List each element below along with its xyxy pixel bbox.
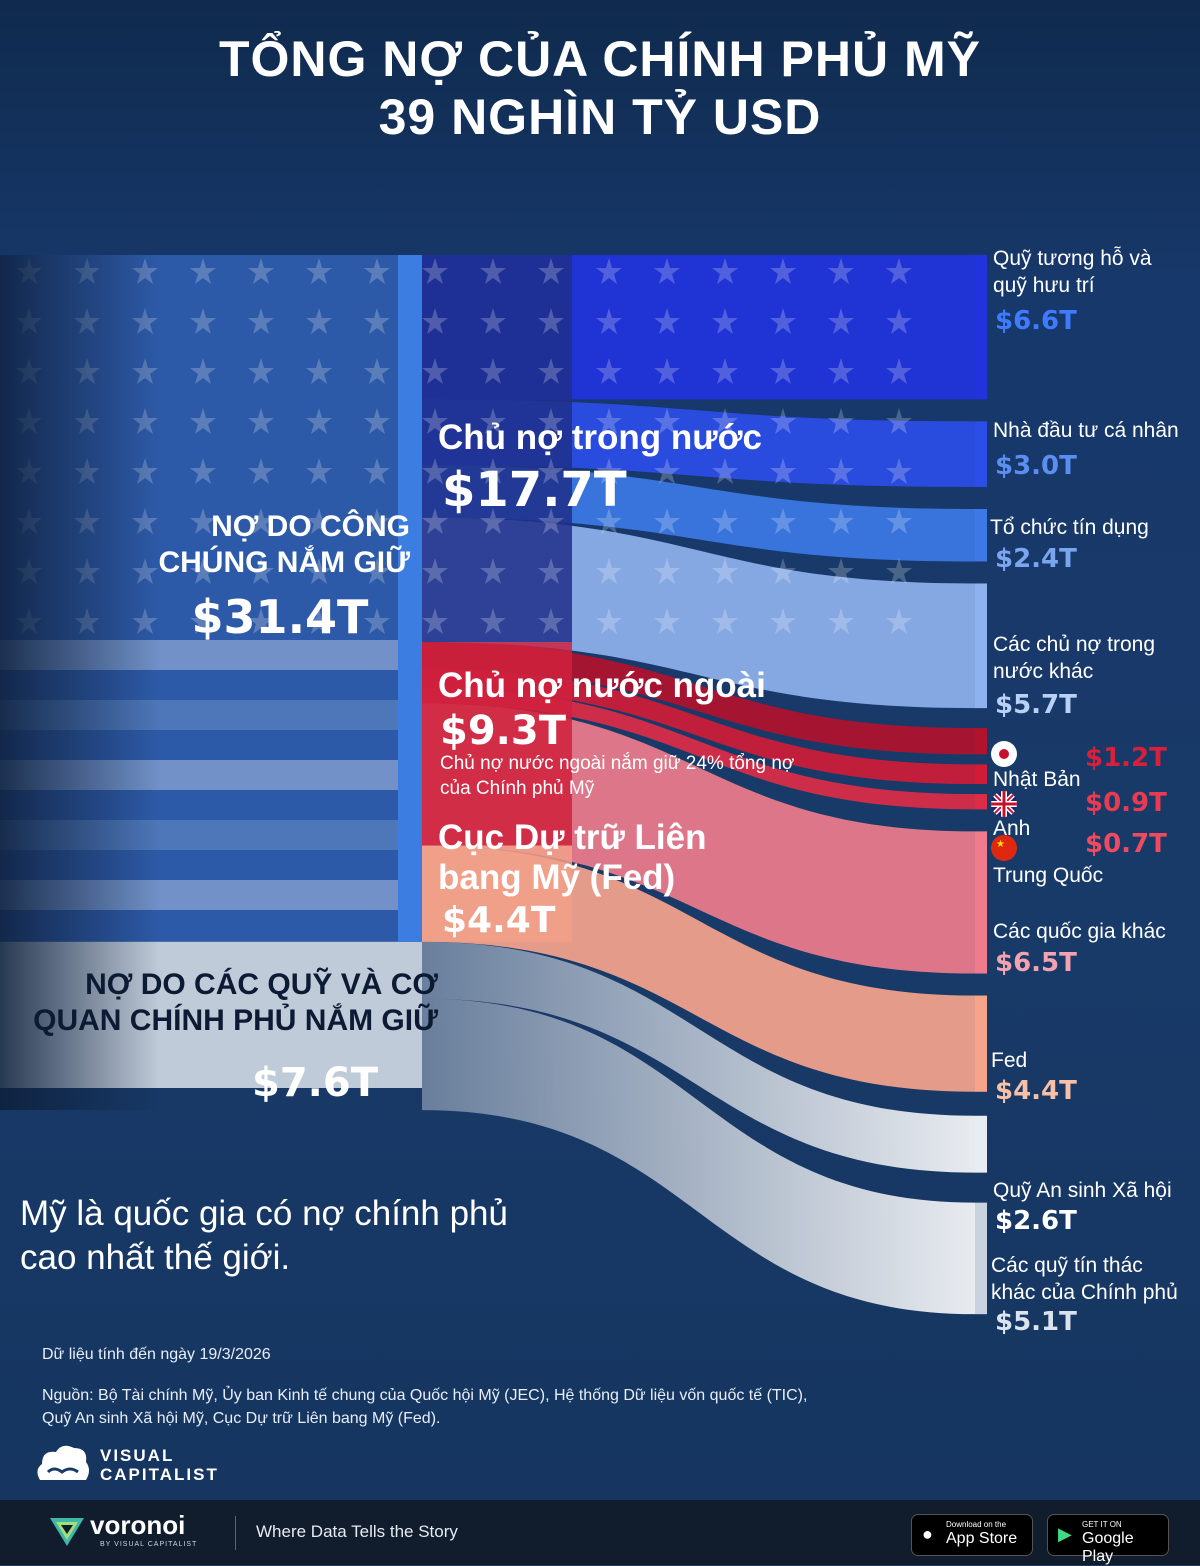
fed-holder-value: $4.4T bbox=[442, 900, 556, 941]
level3-node-8 bbox=[975, 995, 987, 1092]
uk-value: $0.9T bbox=[1085, 788, 1167, 818]
flow-9 bbox=[422, 941, 975, 1173]
credit-institutions-value: $2.4T bbox=[995, 544, 1077, 574]
foreign-holders-note-2: của Chính phủ Mỹ bbox=[440, 778, 595, 799]
uk-flag-icon bbox=[991, 791, 1017, 817]
uk-label: Anh bbox=[993, 817, 1031, 840]
individual-investors-label: Nhà đầu tư cá nhân bbox=[993, 419, 1179, 442]
japan-label: Nhật Bản bbox=[993, 768, 1081, 791]
public-debt-label-1: NỢ DO CÔNG bbox=[211, 510, 410, 543]
caption-line-2: cao nhất thế giới. bbox=[20, 1238, 291, 1277]
sankey-nodes bbox=[398, 255, 987, 1315]
level3-node-0 bbox=[975, 255, 987, 400]
other-trust-funds-label-2: khác của Chính phủ bbox=[991, 1281, 1178, 1304]
china-value: $0.7T bbox=[1085, 829, 1167, 859]
china-flag-icon: ★ bbox=[991, 835, 1017, 861]
voronoi-tagline: Where Data Tells the Story bbox=[256, 1522, 458, 1541]
level3-node-5 bbox=[975, 764, 987, 785]
intragov-debt-label-2: QUAN CHÍNH PHỦ NẮM GIỮ bbox=[33, 1004, 438, 1037]
public-debt-label-2: CHÚNG NẮM GIỮ bbox=[158, 546, 410, 579]
domestic-stars bbox=[422, 255, 942, 643]
level3-node-1 bbox=[975, 421, 987, 487]
source-note-1: Nguồn: Bộ Tài chính Mỹ, Ủy ban Kinh tế c… bbox=[42, 1387, 808, 1404]
other-domestic-value: $5.7T bbox=[995, 690, 1077, 720]
level2-node-1 bbox=[422, 642, 572, 846]
level1-fade bbox=[0, 255, 160, 1110]
intragov-debt-label-1: NỢ DO CÁC QUỸ VÀ CƠ bbox=[85, 968, 438, 1001]
mutual-funds-label-2: quỹ hưu trí bbox=[993, 274, 1095, 297]
mutual-funds-value: $6.6T bbox=[995, 306, 1077, 336]
level3-node-4 bbox=[975, 728, 987, 755]
visual-capitalist-logo[interactable]: VISUAL CAPITALIST bbox=[34, 1442, 254, 1488]
credit-institutions-label: Tổ chức tín dụng bbox=[990, 516, 1149, 539]
vc-cloud-icon bbox=[37, 1445, 89, 1480]
sankey-chart bbox=[0, 255, 987, 1315]
vc-logo-line-1: VISUAL bbox=[100, 1446, 175, 1465]
china-label: Trung Quốc bbox=[993, 864, 1104, 887]
other-countries-label: Các quốc gia khác bbox=[993, 920, 1166, 943]
individual-investors-value: $3.0T bbox=[995, 451, 1077, 481]
other-trust-funds-label-1: Các quỹ tín thác bbox=[991, 1254, 1143, 1277]
foreign-holders-value: $9.3T bbox=[440, 708, 566, 754]
apple-icon: ● bbox=[922, 1524, 933, 1544]
public-debt-value: $31.4T bbox=[191, 590, 369, 644]
google-play-icon: ▶ bbox=[1058, 1524, 1072, 1544]
other-trust-funds-value: $5.1T bbox=[995, 1307, 1077, 1337]
level3-node-2 bbox=[975, 508, 987, 562]
intragov-debt-value: $7.6T bbox=[252, 1060, 378, 1106]
title-line-2: 39 NGHÌN TỶ USD bbox=[378, 89, 822, 145]
japan-value: $1.2T bbox=[1085, 743, 1167, 773]
voronoi-logo[interactable]: voronoi BY VISUAL CAPITALIST bbox=[48, 1510, 228, 1556]
other-domestic-label-1: Các chủ nợ trong bbox=[993, 633, 1156, 656]
app-store-button[interactable]: ● Download on the App Store bbox=[911, 1514, 1033, 1556]
japan-flag-icon bbox=[991, 741, 1017, 767]
foreign-holders-label: Chủ nợ nước ngoài bbox=[438, 666, 766, 705]
title-line-1: TỔNG NỢ CỦA CHÍNH PHỦ MỸ bbox=[218, 31, 981, 87]
social-security-label: Quỹ An sinh Xã hội bbox=[993, 1179, 1172, 1202]
other-countries-value: $6.5T bbox=[995, 948, 1077, 978]
level3-node-3 bbox=[975, 583, 987, 709]
caption-line-1: Mỹ là quốc gia có nợ chính phủ bbox=[20, 1194, 508, 1233]
level3-node-7 bbox=[975, 831, 987, 974]
foreign-holders-note-1: Chủ nợ nước ngoài nắm giữ 24% tổng nợ bbox=[440, 753, 795, 774]
google-play-big-text: Google Play bbox=[1082, 1530, 1134, 1565]
flow-6 bbox=[422, 688, 975, 810]
voronoi-icon bbox=[50, 1518, 84, 1546]
footer-divider bbox=[235, 1516, 236, 1550]
social-security-value: $2.6T bbox=[995, 1206, 1077, 1236]
google-play-small-text: GET IT ON bbox=[1082, 1520, 1122, 1529]
footer-bar: voronoi BY VISUAL CAPITALIST Where Data … bbox=[0, 1500, 1200, 1565]
source-note-2: Quỹ An sinh Xã hội Mỹ, Cục Dự trữ Liên b… bbox=[42, 1410, 441, 1427]
level2-node-2 bbox=[422, 845, 572, 942]
other-domestic-label-2: nước khác bbox=[993, 660, 1094, 683]
voronoi-wordmark: voronoi bbox=[90, 1510, 186, 1540]
level3-node-9 bbox=[975, 1115, 987, 1173]
level3-node-10 bbox=[975, 1202, 987, 1315]
flow-10 bbox=[422, 998, 975, 1315]
fed-value: $4.4T bbox=[995, 1076, 1077, 1106]
fed-label: Fed bbox=[991, 1049, 1028, 1072]
vc-logo-line-2: CAPITALIST bbox=[100, 1465, 219, 1484]
voronoi-subtitle: BY VISUAL CAPITALIST bbox=[100, 1541, 198, 1548]
public-debt-bar bbox=[398, 255, 422, 942]
domestic-holders-value: $17.7T bbox=[442, 462, 627, 518]
data-date-note: Dữ liệu tính đến ngày 19/3/2026 bbox=[42, 1346, 271, 1363]
domestic-holders-label: Chủ nợ trong nước bbox=[438, 418, 762, 457]
mutual-funds-label-1: Quỹ tương hỗ và bbox=[993, 247, 1152, 270]
fed-holder-label-1: Cục Dự trữ Liên bbox=[438, 818, 707, 857]
fed-holder-label-2: bang Mỹ (Fed) bbox=[438, 858, 676, 897]
level3-node-6 bbox=[975, 794, 987, 810]
google-play-button[interactable]: ▶ GET IT ON Google Play bbox=[1047, 1514, 1169, 1565]
app-store-small-text: Download on the bbox=[946, 1520, 1007, 1529]
app-store-big-text: App Store bbox=[946, 1530, 1018, 1547]
